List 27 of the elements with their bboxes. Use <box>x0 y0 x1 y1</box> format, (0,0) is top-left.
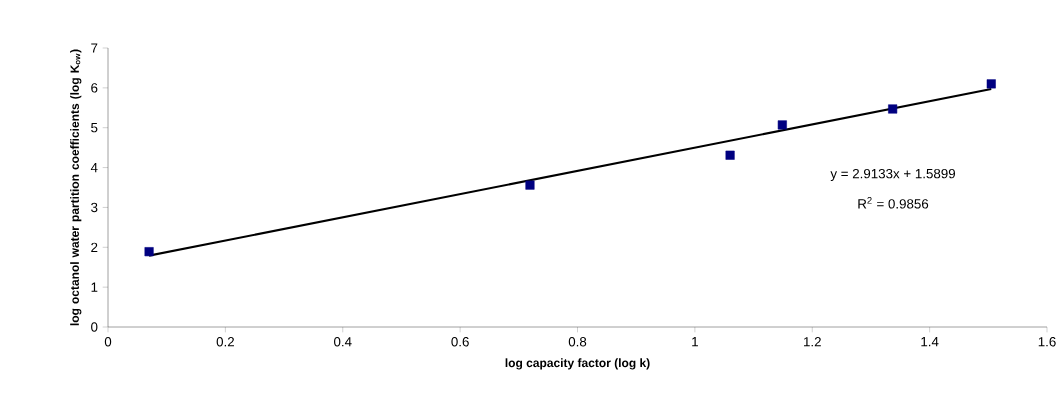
annotation: R$^{2}$ = 0.9856 <box>858 197 929 209</box>
annotation: y = 2.9133x + 1.5899 <box>830 168 956 181</box>
y-tick-label: 1 <box>91 282 98 292</box>
point <box>986 79 996 89</box>
point <box>525 180 535 190</box>
y-tick-label: 4 <box>90 162 98 173</box>
x-tick-label: 1.4 <box>921 337 939 347</box>
point <box>144 247 154 257</box>
x-tick-label: 0 <box>104 337 112 347</box>
y-axis-title: log octanol water partition coefficients (log K$_{ow}$) <box>70 49 82 326</box>
point <box>888 104 898 114</box>
y-tick-label: 0 <box>91 322 98 332</box>
y-tick-label: 3 <box>91 202 98 213</box>
x-tick-label: 0.4 <box>334 337 352 347</box>
point <box>725 150 735 160</box>
y-tick-label: 5 <box>91 123 98 133</box>
x-tick-label: 1.2 <box>804 337 821 347</box>
point <box>777 120 787 130</box>
y-tick-label: 7 <box>91 43 98 53</box>
x-tick-label: 0.8 <box>568 337 587 347</box>
x-tick-label: 1.6 <box>1038 337 1056 347</box>
y-tick-label: 6 <box>91 83 98 93</box>
y-tick-label: 2 <box>91 242 98 252</box>
x-tick-label: 0.2 <box>216 337 234 347</box>
x-tick-label: 1 <box>692 337 698 347</box>
x-tick-label: 0.6 <box>451 337 469 347</box>
x-axis-title: log capacity factor (log k) <box>505 358 650 370</box>
